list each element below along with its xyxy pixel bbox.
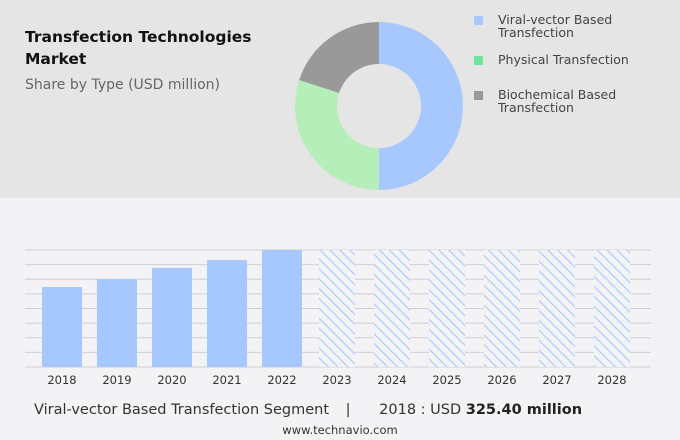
legend-swatch <box>474 16 483 25</box>
forecast-bar-2025 <box>429 250 465 367</box>
chart-subtitle: Share by Type (USD million) <box>25 77 221 93</box>
bar-2019 <box>97 279 137 367</box>
legend-swatch <box>474 91 483 100</box>
bar-2018 <box>42 287 82 367</box>
x-tick-label: 2018 <box>47 373 76 387</box>
chart-title: Transfection Technologies Market <box>25 28 252 68</box>
footer-summary: Viral-vector Based Transfection Segment … <box>34 402 582 418</box>
legend-label: Viral-vector Based Transfection <box>498 12 613 40</box>
forecast-bar-2028 <box>594 250 630 367</box>
x-tick-label: 2024 <box>377 373 406 387</box>
legend-item-viral: Viral-vector Based Transfection <box>474 13 674 39</box>
source-link[interactable]: www.technavio.com <box>282 423 398 437</box>
donut-slice-1 <box>379 22 463 190</box>
donut-slice-3 <box>299 21 379 94</box>
x-tick-label: 2022 <box>267 373 296 387</box>
legend-label: Biochemical Based Transfection <box>498 87 617 115</box>
segment-value: 325.40 million <box>465 402 583 418</box>
legend-label: Physical Transfection <box>498 52 629 67</box>
x-tick-label: 2019 <box>102 373 131 387</box>
legend: Viral-vector Based Transfection Physical… <box>474 13 674 128</box>
x-tick-label: 2026 <box>487 373 516 387</box>
donut-slice-2 <box>295 80 379 190</box>
forecast-bar-2026 <box>484 250 520 367</box>
bar-2021 <box>207 260 247 367</box>
x-tick-label: 2023 <box>322 373 351 387</box>
x-tick-label: 2020 <box>157 373 186 387</box>
forecast-bar-2024 <box>374 250 410 367</box>
legend-item-biochemical: Biochemical Based Transfection <box>474 88 674 114</box>
forecast-bar-2027 <box>539 250 575 367</box>
bar-2020 <box>152 267 192 367</box>
x-axis-ticks: 2018 2019 2020 2021 2022 2023 2024 2025 2026 2027… <box>47 373 626 387</box>
forecast-bar-2023 <box>319 250 355 367</box>
bar-2022 <box>262 250 302 367</box>
separator: | <box>345 402 351 418</box>
donut-chart <box>295 21 463 190</box>
year-label: 2018 : USD <box>379 402 462 418</box>
legend-item-physical: Physical Transfection <box>474 53 674 66</box>
legend-swatch <box>474 56 483 65</box>
segment-label: Viral-vector Based Transfection Segment <box>34 402 330 418</box>
x-tick-label: 2025 <box>432 373 461 387</box>
bar-series <box>42 250 630 367</box>
x-tick-label: 2028 <box>597 373 626 387</box>
x-tick-label: 2027 <box>542 373 571 387</box>
x-tick-label: 2021 <box>212 373 241 387</box>
